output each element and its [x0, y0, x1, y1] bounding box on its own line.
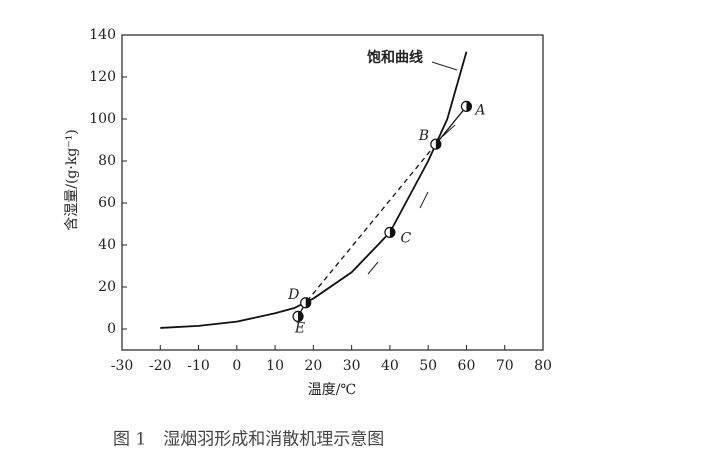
y-tick-label: 60: [98, 195, 116, 211]
caption: 图 1 湿烟羽形成和消散机理示意图: [113, 430, 384, 450]
y-tick-label: 80: [98, 153, 116, 169]
x-tick-label: 80: [534, 358, 552, 374]
series-line: [305, 143, 437, 304]
y-tick-label: 20: [98, 279, 116, 295]
point-label: B: [418, 128, 429, 144]
x-tick-label: -30: [111, 358, 134, 374]
point-label: E: [294, 320, 305, 336]
x-tick-label: 30: [343, 358, 361, 374]
x-axis-label: 温度/℃: [308, 382, 356, 398]
y-tick-label: 140: [89, 27, 116, 43]
state-point-fill: [298, 311, 304, 322]
point-label: A: [473, 102, 485, 118]
x-tick-label: -20: [149, 358, 172, 374]
direction-arrows: [367, 124, 456, 275]
y-tick-label: 40: [98, 237, 116, 253]
y-tick-label: 120: [89, 69, 116, 85]
point-label: D: [287, 287, 299, 303]
annotation-arrow: [431, 61, 458, 71]
point-label: C: [401, 230, 412, 246]
series-line: [160, 51, 468, 329]
x-tick-label: 20: [304, 358, 322, 374]
y-tick-label: 100: [89, 111, 116, 127]
x-tick-label: -10: [187, 358, 210, 374]
x-tick-label: 40: [381, 358, 399, 374]
x-tick-label: 0: [232, 358, 241, 374]
annotation: 饱和曲线: [367, 49, 423, 66]
series-line: [435, 105, 467, 145]
y-tick-label: 0: [107, 321, 116, 337]
state-point-fill: [435, 139, 441, 150]
state-point-fill: [389, 227, 395, 238]
state-point-fill: [305, 297, 311, 308]
x-tick-label: 50: [419, 358, 437, 374]
state-point-fill: [466, 101, 472, 112]
x-tick-label: 60: [458, 358, 476, 374]
x-tick-label: 70: [496, 358, 514, 374]
y-axis-label: 含湿量/(g·kg⁻¹): [64, 129, 80, 231]
x-tick-label: 10: [266, 358, 284, 374]
plot-frame: [121, 34, 544, 351]
